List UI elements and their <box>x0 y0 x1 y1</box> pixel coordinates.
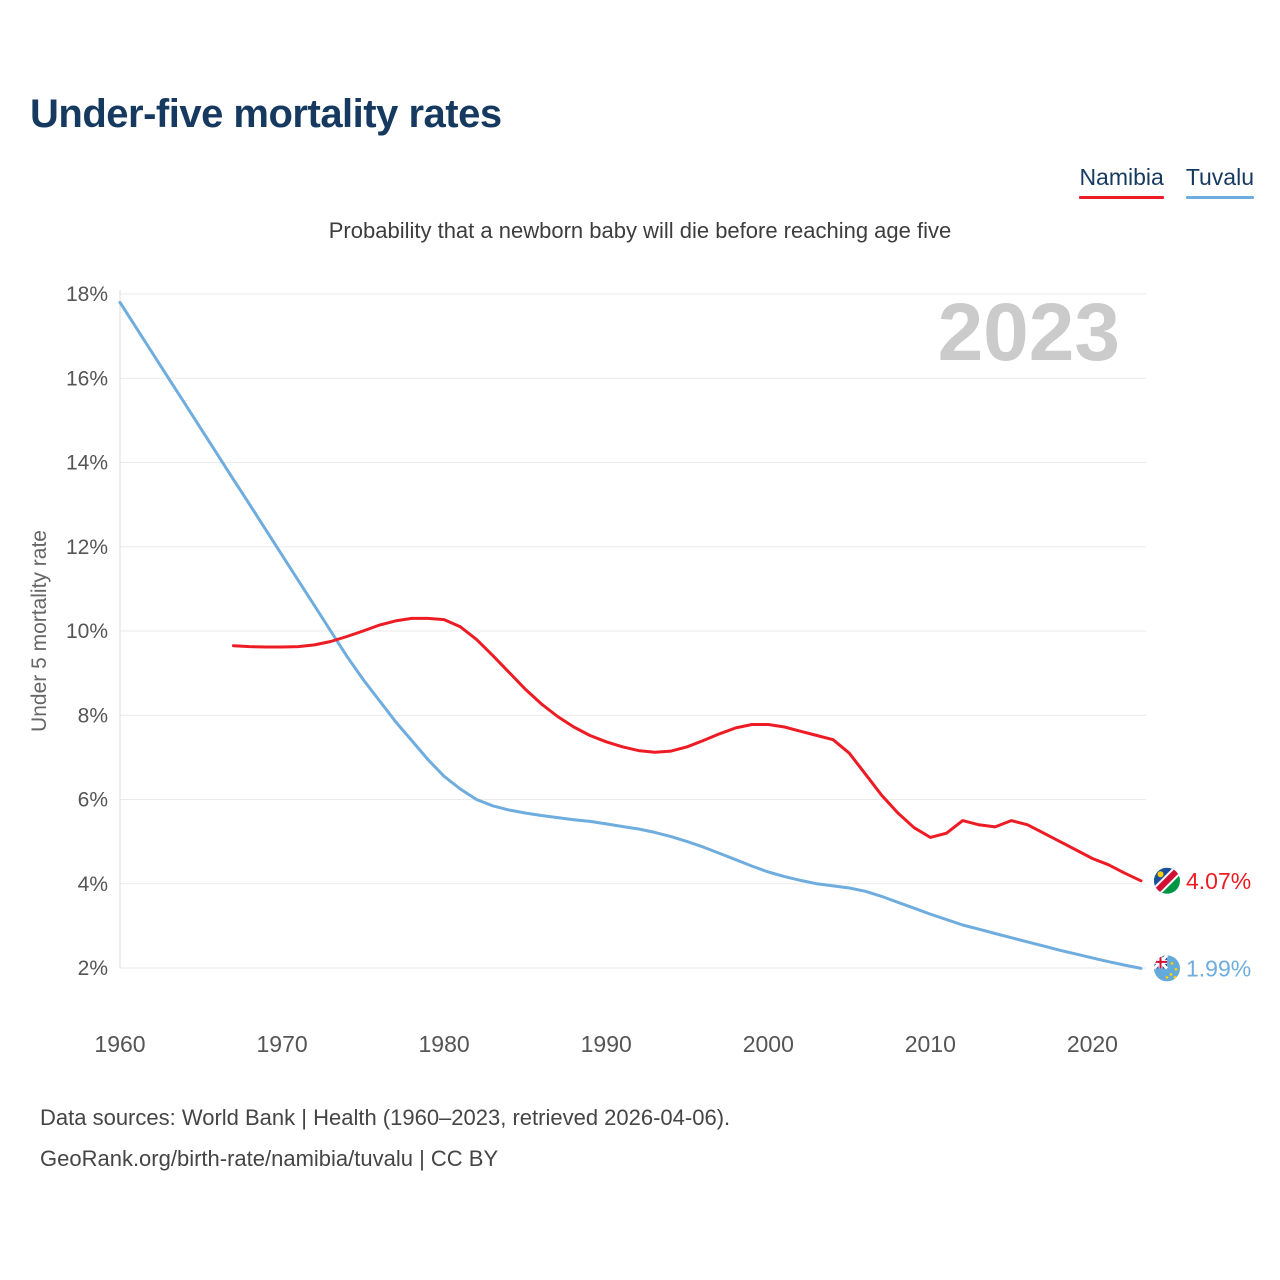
y-tick-label: 10% <box>66 620 108 643</box>
series-layer <box>118 300 1143 970</box>
x-tick-label: 1990 <box>581 1031 632 1057</box>
chart: 2023 2% 4% 6% 8% 10% 12% 14% 16% 18% 1960 1970 1980… <box>28 283 1251 1057</box>
y-tick-label: 18% <box>66 283 108 306</box>
x-tick-label: 2010 <box>905 1031 956 1057</box>
legend: Namibia Tuvalu <box>1079 164 1254 199</box>
y-tick-label: 4% <box>78 873 108 896</box>
y-tick-label: 12% <box>66 536 108 559</box>
legend-label-tuvalu: Tuvalu <box>1185 164 1254 190</box>
chart-subtitle: Probability that a newborn baby will die… <box>328 218 952 243</box>
y-tick-label: 2% <box>78 957 108 980</box>
grid-layer: 2% 4% 6% 8% 10% 12% 14% 16% 18% 1960 1970 1980 1990 2… <box>66 283 1146 1057</box>
y-tick-label: 16% <box>66 367 108 390</box>
footer-sources: Data sources: World Bank | Health (1960–… <box>40 1105 731 1130</box>
tuvalu-flag-icon <box>1154 955 1180 982</box>
watermark-year: 2023 <box>938 287 1120 378</box>
legend-underline-tuvalu <box>1185 196 1254 199</box>
series-line-namibia[interactable] <box>231 616 1143 883</box>
x-tick-label: 2000 <box>743 1031 794 1057</box>
x-tick-label: 1980 <box>419 1031 470 1057</box>
namibia-end-value: 4.07% <box>1186 868 1251 894</box>
page-title: Under-five mortality rates <box>30 92 502 136</box>
footer-attribution: GeoRank.org/birth-rate/namibia/tuvalu | … <box>40 1145 499 1171</box>
legend-label-namibia: Namibia <box>1079 164 1164 190</box>
tuvalu-end-value: 1.99% <box>1186 955 1251 981</box>
x-tick-label: 1960 <box>94 1031 145 1057</box>
namibia-endpoint: 4.07% <box>1154 867 1251 894</box>
y-tick-label: 14% <box>66 452 108 475</box>
y-tick-label: 8% <box>78 704 108 727</box>
series-line-tuvalu[interactable] <box>118 300 1143 970</box>
tuvalu-endpoint: 1.99% <box>1154 955 1251 982</box>
footer: Data sources: World Bank | Health (1960–… <box>40 1098 730 1179</box>
x-tick-label: 2020 <box>1067 1031 1118 1057</box>
legend-underline-namibia <box>1079 196 1164 199</box>
x-tick-label: 1970 <box>257 1031 308 1057</box>
legend-item-tuvalu[interactable]: Tuvalu <box>1185 164 1254 199</box>
namibia-flag-icon <box>1154 867 1180 894</box>
y-axis-title: Under 5 mortality rate <box>28 530 51 732</box>
legend-item-namibia[interactable]: Namibia <box>1079 164 1164 199</box>
y-tick-label: 6% <box>78 789 108 812</box>
